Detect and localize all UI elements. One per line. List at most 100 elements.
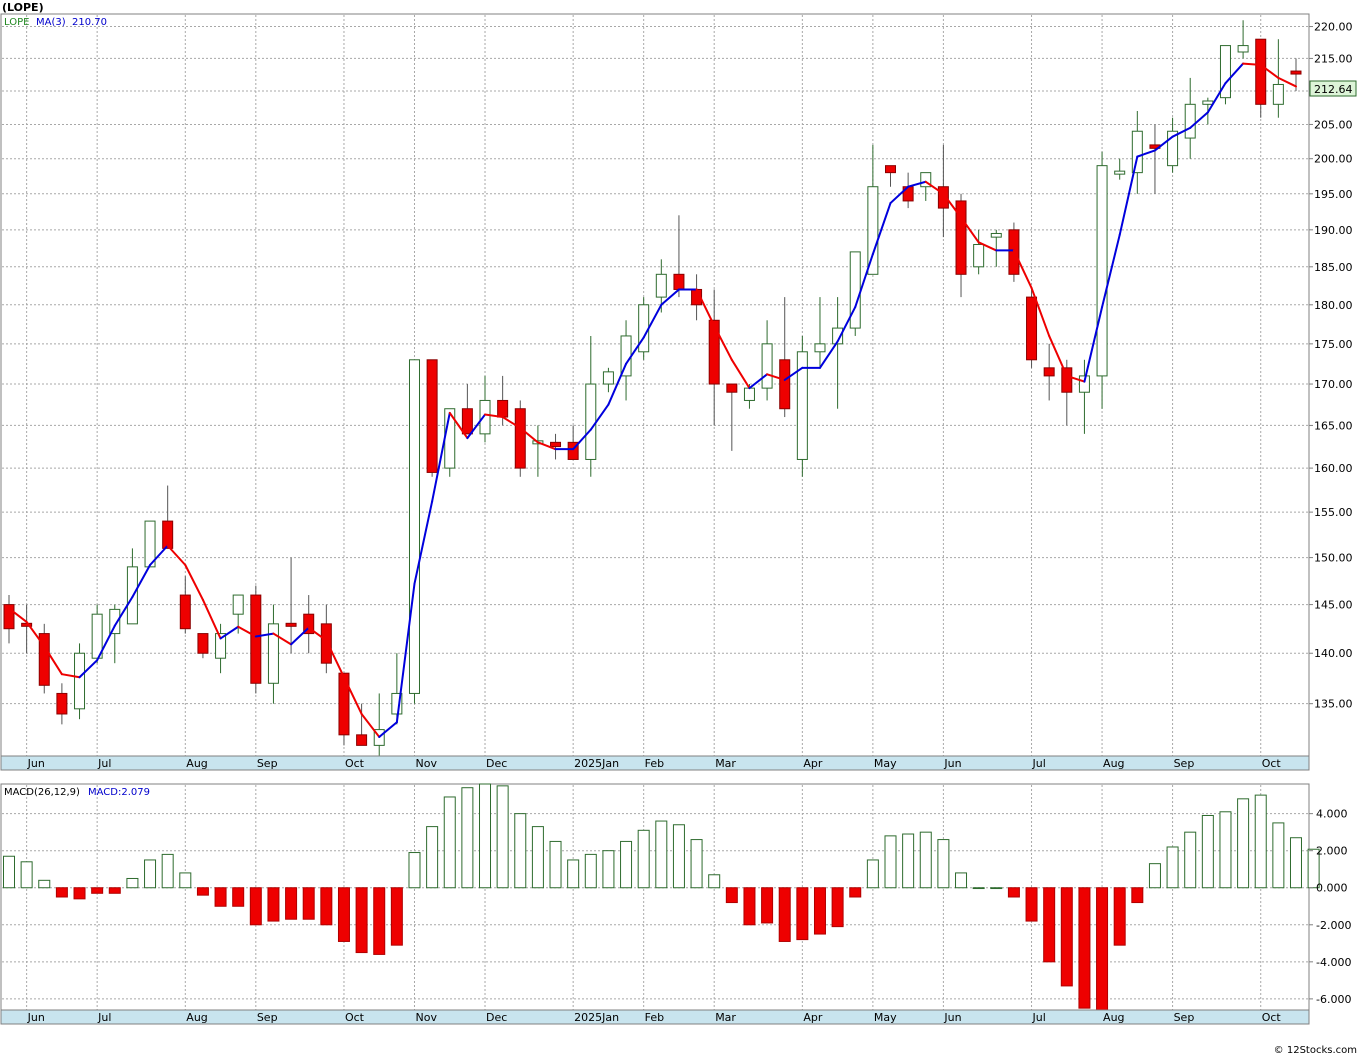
x-tick-label: May (874, 757, 897, 770)
candle-body (320, 623, 332, 664)
macd-bar (743, 887, 756, 926)
macd-bar (655, 820, 668, 889)
macd-bar (320, 887, 333, 926)
macd-tick-label: 0.000 (1316, 882, 1348, 895)
macd-bar (1007, 887, 1020, 898)
price-tick-label: 200.00 (1314, 153, 1353, 166)
x-tick-label: Mar (715, 757, 736, 770)
ma-segment (378, 721, 398, 738)
x-tick-label: Feb (645, 1011, 664, 1024)
ma-segment (1012, 249, 1033, 289)
candle-body (408, 359, 420, 694)
candle-body (1026, 296, 1038, 361)
price-tick-label: 190.00 (1314, 224, 1353, 237)
macd-bar (708, 874, 721, 889)
candle-body (602, 371, 614, 385)
candle-body (303, 613, 315, 635)
ma-value: 210.70 (72, 17, 107, 28)
x-tick-label: Feb (645, 757, 664, 770)
price-tick-label: 215.00 (1314, 52, 1353, 65)
candle-body (638, 304, 650, 353)
macd-bar (3, 855, 15, 889)
price-grid (2, 15, 1309, 756)
macd-bar (337, 887, 350, 942)
candle-body (356, 734, 368, 746)
ma-segment (8, 607, 28, 623)
x-tick-label: Sep (1174, 757, 1195, 770)
x-tick-label: Jul (97, 757, 111, 770)
ma-segment (660, 288, 680, 306)
ma-segment (290, 626, 310, 646)
ma-segment (1136, 149, 1156, 158)
macd-bar (267, 887, 280, 922)
ma-segment (783, 366, 804, 381)
x-tick-label: Jun (943, 1011, 961, 1024)
ma-segment (1171, 126, 1192, 138)
candle-body (867, 186, 879, 275)
ma-segment (219, 625, 240, 640)
x-axis-band (0, 1009, 1310, 1025)
ma-segment (748, 373, 769, 390)
x-tick-label: Jun (943, 757, 961, 770)
candle-body (885, 165, 896, 174)
candle-body (3, 604, 15, 630)
ma-segment (1083, 306, 1104, 383)
symbol-label: LOPE (4, 17, 29, 28)
ma-segment (113, 595, 134, 627)
price-tick-label: 180.00 (1314, 299, 1353, 312)
macd-bar (232, 887, 245, 907)
ma-segment (536, 441, 557, 451)
macd-bar (584, 853, 597, 889)
macd-bar (1254, 794, 1267, 889)
macd-bar (302, 887, 315, 920)
candle-body (338, 672, 350, 736)
macd-bar (1060, 887, 1073, 987)
macd-tick-label: 4.000 (1316, 808, 1348, 821)
price-tick-label: 175.00 (1314, 338, 1353, 351)
macd-bar (849, 887, 862, 898)
x-tick-label: Apr (803, 757, 823, 770)
ma-segment (713, 324, 733, 361)
ma-segment (960, 216, 980, 244)
macd-bar (813, 887, 826, 935)
price-y-axis: 220.00215.00210.00205.00200.00195.00190.… (1309, 21, 1353, 711)
macd-bar (73, 887, 86, 900)
macd-bar (955, 872, 968, 889)
ma-segment (1101, 233, 1121, 309)
ma-segment (836, 306, 857, 343)
macd-bar (179, 872, 192, 889)
x-tick-label: Aug (186, 1011, 207, 1024)
macd-bar (1166, 846, 1179, 889)
candle-body (708, 319, 720, 385)
price-tick-label: 155.00 (1314, 506, 1353, 519)
macd-bar (1025, 887, 1038, 922)
ma-segment (1065, 374, 1086, 383)
candle-body (849, 251, 861, 329)
ma-segment (818, 340, 839, 369)
x-tick-label: Mar (715, 1011, 736, 1024)
macd-bar (144, 859, 157, 889)
macd-bar (390, 887, 403, 946)
ma-segment (395, 582, 416, 724)
ma-segment (43, 645, 63, 676)
macd-bar (831, 887, 844, 928)
x-tick-label: Jul (97, 1011, 111, 1024)
macd-bar (479, 783, 492, 889)
macd-bar (126, 877, 139, 889)
ma-segment (766, 373, 786, 381)
ma-segment (201, 598, 222, 640)
macd-bar (426, 826, 439, 889)
ma-segment (484, 413, 504, 419)
ma-segment (924, 180, 945, 195)
candle-body (761, 343, 773, 389)
ma-segment (307, 626, 328, 642)
x-tick-label: Oct (345, 757, 365, 770)
candle-body (38, 633, 50, 686)
last-price-tag: 212.64 (1309, 80, 1357, 97)
macd-bars (3, 783, 1320, 1011)
macd-y-axis: 4.000 2.000 0.000 -2.000 -4.000 -6.000 (1309, 808, 1351, 1006)
candle-body (1290, 70, 1302, 75)
candle-body (285, 622, 297, 627)
price-panel (0, 13, 1310, 771)
price-tick-label: 150.00 (1314, 552, 1353, 565)
